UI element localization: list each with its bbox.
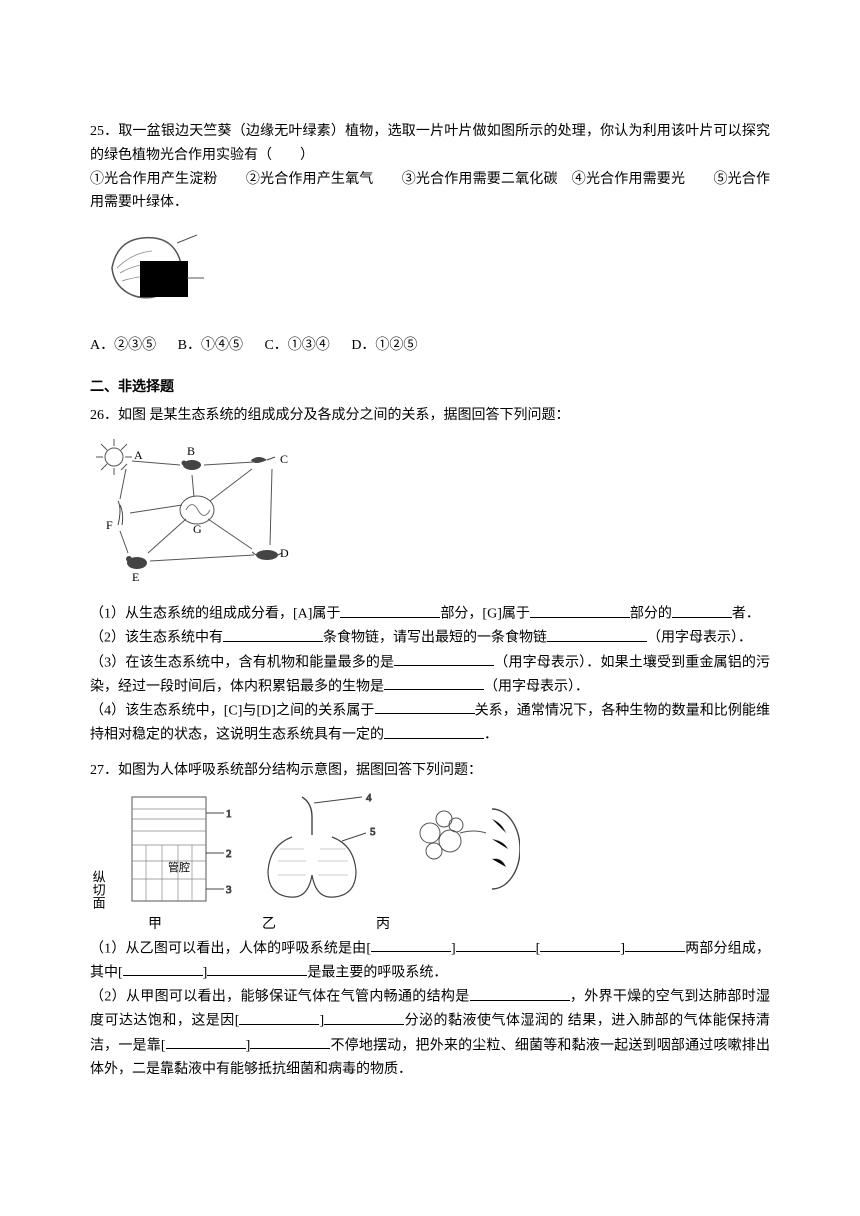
q26-figure: A B C D E F G [90, 433, 304, 587]
svg-text:5: 5 [370, 826, 376, 838]
blank-27-1-1[interactable] [371, 937, 451, 952]
q26-1a: （1）从生态系统的组成成分看，[A]属于 [90, 607, 340, 622]
q25-opt-a[interactable]: A．②③⑤ [90, 334, 156, 358]
question-27: 27．如图为人体呼吸系统部分结构示意图，据图回答下列问题： 纵切面 管腔 1 2… [90, 759, 770, 1081]
q27-1g: 是最主要的呼吸系统． [307, 965, 447, 980]
q25-options: A．②③⑤ B．①④⑤ C．①③④ D．①②⑤ [90, 334, 770, 358]
fig-label-yi: 乙 [262, 913, 276, 937]
svg-text:2: 2 [226, 848, 232, 860]
q26-2b: 条食物链，请写出最短的一条食物链 [323, 631, 547, 646]
question-26: 26．如图 是某生态系统的组成成分及各成分之间的关系，据图回答下列问题： A [90, 404, 770, 748]
node-A: A [134, 448, 143, 462]
blank-27-2-4[interactable] [166, 1034, 246, 1049]
blank-27-2-1[interactable] [470, 985, 570, 1000]
q26-3c: （用字母表示）． [484, 679, 589, 694]
blank-26-3-2[interactable] [384, 675, 484, 690]
blank-26-1-3[interactable] [672, 602, 732, 617]
q26-1d: 者． [732, 607, 760, 622]
svg-text:1: 1 [226, 808, 232, 820]
q27-number: 27． [90, 763, 118, 778]
blank-27-1-4[interactable] [625, 937, 685, 952]
q27-1a: （1）从乙图可以看出，人体的呼吸系统是由[ [90, 941, 371, 956]
blank-27-1-3[interactable] [540, 937, 620, 952]
fig-label-jia: 甲 [148, 913, 162, 937]
q25-stem2: ①光合作用产生淀粉 ②光合作用产生氧气 ③光合作用需要二氧化碳 ④光合作用需要光… [90, 168, 770, 216]
svg-text:4: 4 [366, 792, 372, 804]
node-D: D [280, 546, 289, 560]
q25-figure [90, 221, 214, 315]
node-F: F [106, 518, 113, 532]
question-25: 25．取一盆银边天竺葵（边缘无叶绿素）植物，选取一片叶片做如图所示的处理，你认为… [90, 120, 770, 358]
blank-27-1-5[interactable] [123, 961, 203, 976]
blank-26-2-2[interactable] [547, 626, 647, 641]
q26-2a: （2）该生态系统中有 [90, 631, 223, 646]
q25-stem1: 取一盆银边天竺葵（边缘无叶绿素）植物，选取一片叶片做如图所示的处理，你认为利用该… [90, 124, 770, 163]
q26-4c: ． [484, 728, 498, 743]
q27-2a: （2）从甲图可以看出，能够保证气体在气管内畅通的结构是 [90, 990, 470, 1005]
blank-26-3-1[interactable] [394, 651, 494, 666]
q25-number: 25． [90, 124, 118, 139]
q26-stem: 如图 是某生态系统的组成成分及各成分之间的关系，据图回答下列问题： [118, 408, 570, 423]
q26-1b: 部分，[G]属于 [440, 607, 529, 622]
blank-27-2-5[interactable] [250, 1034, 330, 1049]
blank-27-2-2[interactable] [239, 1009, 319, 1024]
fig-bing [400, 789, 520, 909]
node-E: E [132, 570, 139, 584]
q26-2c: （用字母表示）． [647, 631, 752, 646]
fig-yi: 4 5 [252, 789, 382, 909]
blank-26-2-1[interactable] [223, 626, 323, 641]
q26-4a: （4）该生态系统中，[C]与[D]之间的关系属于 [90, 703, 375, 718]
blank-27-1-6[interactable] [207, 961, 307, 976]
q26-1c: 部分的 [630, 607, 672, 622]
blank-27-2-3[interactable] [324, 1009, 404, 1024]
section-2-heading: 二、非选择题 [90, 376, 770, 400]
q25-opt-b[interactable]: B．①④⑤ [178, 334, 243, 358]
blank-27-1-2[interactable] [456, 937, 536, 952]
q26-number: 26． [90, 408, 118, 423]
blank-26-4-1[interactable] [375, 699, 475, 714]
q26-3a: （3）在该生态系统中，含有机物和能量最多的是 [90, 655, 394, 670]
blank-26-1-2[interactable] [530, 602, 630, 617]
fig-label-bing: 丙 [376, 913, 390, 937]
q25-opt-d[interactable]: D．①②⑤ [351, 334, 417, 358]
q25-opt-c[interactable]: C．①③④ [264, 334, 329, 358]
node-C: C [280, 452, 288, 466]
fig-jia: 管腔 1 2 3 [124, 789, 234, 909]
blank-26-4-2[interactable] [384, 723, 484, 738]
svg-text:管腔: 管腔 [168, 860, 190, 874]
q27-figure-labels: 甲 乙 丙 [90, 913, 770, 937]
svg-text:3: 3 [226, 884, 232, 896]
fig-jia-side-label: 纵切面 [90, 870, 106, 909]
node-B: B [187, 444, 195, 458]
node-G: G [193, 522, 202, 536]
q27-figure: 纵切面 管腔 1 2 3 4 [90, 789, 770, 909]
q27-stem: 如图为人体呼吸系统部分结构示意图，据图回答下列问题： [118, 763, 482, 778]
blank-26-1-1[interactable] [340, 602, 440, 617]
